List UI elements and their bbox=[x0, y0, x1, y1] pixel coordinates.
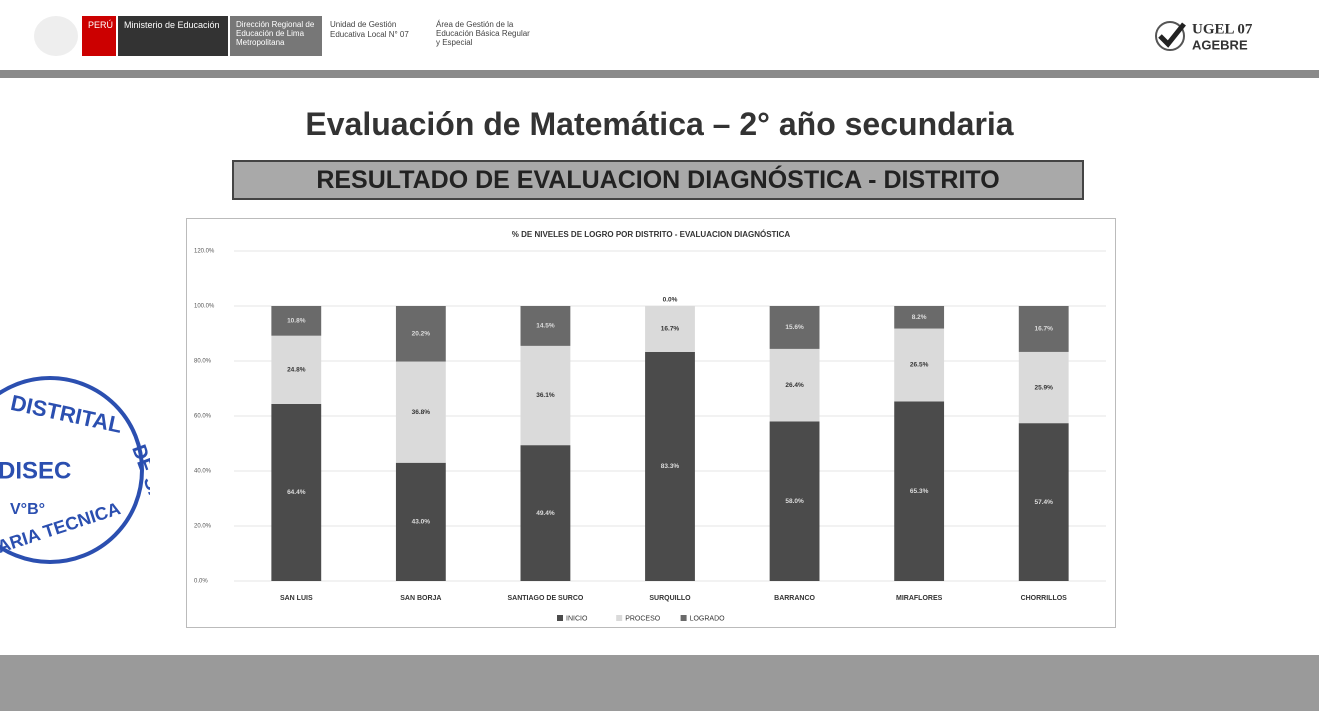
emblem bbox=[34, 16, 78, 56]
data-label: 65.3% bbox=[910, 488, 929, 495]
bar-segment bbox=[645, 351, 695, 581]
legend-label: INICIO bbox=[566, 615, 588, 622]
bar-segment bbox=[395, 361, 446, 463]
logo-bottom: AGEBRE bbox=[1192, 37, 1248, 52]
logo-circle bbox=[1155, 21, 1185, 51]
stamp-ring bbox=[0, 376, 144, 564]
y-tick-label: 80.0% bbox=[194, 359, 212, 365]
bar-segment bbox=[271, 335, 322, 404]
y-tick-label: 40.0% bbox=[194, 469, 212, 475]
x-tick-label: SAN BORJA bbox=[400, 595, 441, 602]
data-label: 26.4% bbox=[785, 382, 804, 389]
stamp-center: DISEC bbox=[0, 457, 71, 484]
legend-swatch bbox=[616, 615, 623, 621]
legend-swatch bbox=[680, 615, 687, 621]
bar-segment bbox=[1018, 306, 1069, 352]
data-label: 25.9% bbox=[1034, 384, 1053, 391]
x-tick-label: SURQUILLO bbox=[649, 595, 691, 602]
y-tick-label: 60.0% bbox=[194, 414, 212, 420]
chart: % DE NIVELES DE LOGRO POR DISTRITO - EVA… bbox=[186, 218, 1116, 628]
slide-subtitle: RESULTADO DE EVALUACION DIAGNÓSTICA - DI… bbox=[232, 160, 1084, 200]
data-label: 16.7% bbox=[1034, 326, 1053, 333]
stamp-vb: V°B° bbox=[10, 501, 45, 518]
bar-segment bbox=[1018, 423, 1069, 581]
data-label: 58.0% bbox=[785, 498, 804, 505]
x-tick-label: SAN LUIS bbox=[280, 595, 313, 602]
y-tick-label: 20.0% bbox=[194, 524, 212, 530]
data-label: 64.4% bbox=[287, 489, 306, 496]
bar-segment bbox=[894, 328, 945, 402]
legend-label: PROCESO bbox=[625, 615, 661, 622]
data-label: 36.8% bbox=[412, 409, 431, 416]
data-label: 14.5% bbox=[536, 323, 555, 330]
bar-segment bbox=[395, 462, 446, 581]
logo-check bbox=[1158, 22, 1186, 48]
x-tick-label: MIRAFLORES bbox=[896, 595, 943, 602]
header-dre: Dirección Regional de Educación de Lima … bbox=[230, 16, 322, 56]
header-country: PERÚ bbox=[82, 16, 116, 56]
x-tick-label: CHORRILLOS bbox=[1021, 595, 1068, 602]
header-ugel: Unidad de Gestión Educativa Local N° 07 bbox=[324, 16, 424, 56]
bar-segment bbox=[520, 306, 571, 346]
legend-swatch bbox=[557, 615, 563, 621]
stamp-right: DE SAN LUIS bbox=[127, 442, 150, 569]
bar-segment bbox=[769, 306, 820, 349]
y-tick-label: 0.0% bbox=[194, 579, 208, 585]
header-area: Área de Gestión de la Educación Básica R… bbox=[430, 16, 542, 56]
footer bbox=[0, 655, 1319, 711]
bar-segment bbox=[769, 421, 820, 581]
data-label: 24.8% bbox=[287, 367, 306, 374]
y-tick-label: 100.0% bbox=[194, 304, 215, 310]
legend-label: LOGRADO bbox=[690, 615, 726, 622]
header-ministry: Ministerio de Educación bbox=[118, 16, 228, 56]
bar-segment bbox=[769, 348, 820, 422]
data-label: 83.3% bbox=[661, 463, 680, 470]
y-tick-label: 120.0% bbox=[194, 249, 215, 255]
data-label: 8.2% bbox=[912, 314, 927, 321]
bar-segment bbox=[645, 306, 695, 352]
data-label: 57.4% bbox=[1034, 499, 1053, 506]
data-label: 20.2% bbox=[412, 330, 431, 337]
data-label: 36.1% bbox=[536, 392, 555, 399]
bar-segment bbox=[395, 306, 446, 362]
data-label: 49.4% bbox=[536, 510, 555, 517]
header-strip bbox=[0, 70, 1319, 78]
bar-segment bbox=[271, 306, 322, 336]
data-label: 26.5% bbox=[910, 362, 929, 369]
data-label: 43.0% bbox=[412, 519, 431, 526]
logo-top: UGEL 07 bbox=[1192, 21, 1253, 37]
data-label: 10.8% bbox=[287, 318, 306, 325]
ugel-logo: UGEL 07 AGEBRE bbox=[1155, 21, 1253, 52]
data-label: 0.0% bbox=[663, 297, 678, 304]
x-tick-label: SANTIAGO DE SURCO bbox=[508, 595, 584, 602]
stamp: DISTRITAL DE SAN LUIS DISEC V°B° ARIA TE… bbox=[0, 376, 150, 569]
bar-segment bbox=[894, 306, 945, 329]
chart-title: % DE NIVELES DE LOGRO POR DISTRITO - EVA… bbox=[512, 230, 791, 239]
bar-segment bbox=[894, 401, 945, 581]
slide-title: Evaluación de Matemática – 2° año secund… bbox=[305, 106, 1014, 142]
bar-segment bbox=[1018, 351, 1069, 424]
bar-segment bbox=[271, 403, 322, 581]
data-label: 16.7% bbox=[661, 326, 680, 333]
x-tick-label: BARRANCO bbox=[774, 595, 815, 602]
bar-segment bbox=[520, 445, 571, 581]
bar-segment bbox=[520, 345, 571, 446]
data-label: 15.6% bbox=[785, 324, 804, 331]
